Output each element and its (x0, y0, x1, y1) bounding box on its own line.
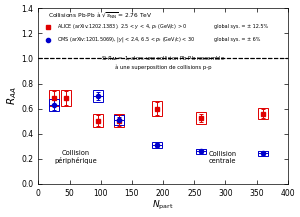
Bar (196, 149, 206, 154)
Text: Collision
centrale: Collision centrale (208, 151, 236, 164)
Bar (258, 108, 268, 119)
Bar (152, 142, 162, 148)
Bar (61, 90, 71, 106)
Text: Collisions Pb-Pb à $\sqrt{s_{\rm NN}}$ = 2.76 TeV: Collisions Pb-Pb à $\sqrt{s_{\rm NN}}$ =… (48, 11, 153, 21)
Text: Collision
périphérique: Collision périphérique (55, 150, 97, 164)
Text: global sys. = ± 6%: global sys. = ± 6% (214, 38, 261, 43)
Text: Si $R_{AA}$ = 1, alors une collision Pb-Pb ressemble
à une superposition de coll: Si $R_{AA}$ = 1, alors une collision Pb-… (101, 54, 225, 69)
Bar (115, 115, 124, 125)
Bar (196, 112, 206, 124)
Bar (258, 151, 268, 156)
Bar (115, 114, 124, 127)
Y-axis label: $R_{AA}$: $R_{AA}$ (5, 87, 19, 105)
Text: CMS (arXiv:1201.5069), $|y|$ < 2.4, 6.5 < $p_{t}$ (GeV/c) < 30: CMS (arXiv:1201.5069), $|y|$ < 2.4, 6.5 … (57, 35, 196, 44)
Bar (93, 90, 103, 102)
Bar (49, 90, 59, 106)
Bar (49, 99, 59, 111)
Text: ALICE (arXiv:1202.1383), 2.5 < $y$ < 4, $p_{t}$ (GeV/c) > 0: ALICE (arXiv:1202.1383), 2.5 < $y$ < 4, … (57, 22, 188, 31)
X-axis label: $N_{\rm part}$: $N_{\rm part}$ (152, 199, 174, 212)
Bar (93, 114, 103, 127)
Bar (152, 101, 162, 116)
Text: global sys. = ± 12.5%: global sys. = ± 12.5% (214, 24, 268, 29)
